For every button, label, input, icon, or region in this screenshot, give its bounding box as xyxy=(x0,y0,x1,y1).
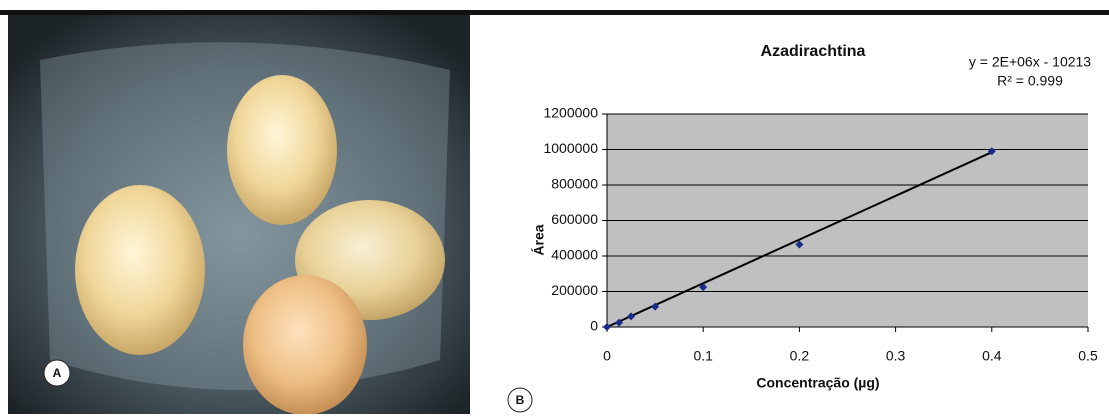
chart-title: Azadirachtina xyxy=(761,43,866,60)
y-tick-label: 0 xyxy=(590,318,598,334)
y-tick-label: 800000 xyxy=(551,176,598,192)
x-axis-label: Concentração (µg) xyxy=(756,375,879,391)
r-squared: R² = 0.999 xyxy=(997,73,1063,89)
x-tick-label: 0.4 xyxy=(982,348,1002,364)
y-tick-label: 200000 xyxy=(551,282,598,298)
y-tick-label: 600000 xyxy=(551,211,598,227)
x-tick-label: 0.3 xyxy=(886,348,906,364)
y-tick-label: 1000000 xyxy=(543,140,598,156)
y-tick-label: 400000 xyxy=(551,247,598,263)
photo: A xyxy=(8,15,470,414)
photo-label: A xyxy=(53,366,62,380)
y-axis-label: Área xyxy=(531,224,547,255)
x-tick-label: 0.5 xyxy=(1078,348,1098,364)
y-tick-label: 1200000 xyxy=(543,105,598,121)
x-tick-label: 0.1 xyxy=(693,348,713,364)
x-tick-label: 0 xyxy=(603,348,611,364)
equation: y = 2E+06x - 10213 xyxy=(969,54,1091,70)
chart-label: B xyxy=(516,393,525,407)
figure: A Azadirachtina y = 2E+06x - 10213 R² = … xyxy=(0,0,1109,414)
x-tick-label: 0.2 xyxy=(790,348,810,364)
top-border xyxy=(0,10,1109,15)
